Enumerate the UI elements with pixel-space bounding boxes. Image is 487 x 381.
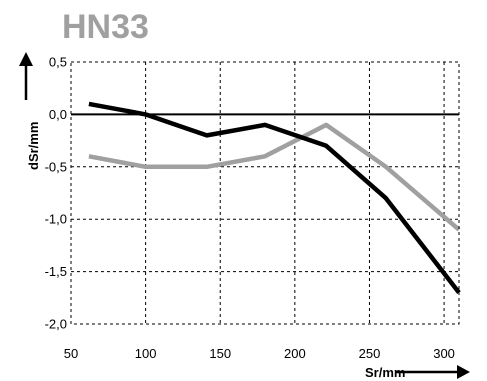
x-tick-label: 200: [284, 346, 306, 361]
x-tick-label: 50: [64, 346, 78, 361]
y-tick-label: -0,5: [45, 159, 67, 174]
series-line-1: [88, 101, 461, 294]
y-axis-label: dSr/mm: [26, 122, 41, 170]
plot-frame: [70, 61, 460, 325]
grid: [71, 62, 459, 324]
series-line-2: [88, 122, 461, 232]
y-tick-label: 0,0: [49, 107, 67, 122]
x-tick-labels: 50 100 150 200 250 300: [64, 346, 455, 361]
y-axis-arrowhead: [19, 52, 33, 66]
x-tick-label: 300: [433, 346, 455, 361]
y-tick-labels: 0,5 0,0 -0,5 -1,0 -1,5 -2,0: [45, 55, 67, 332]
x-tick-label: 150: [209, 346, 231, 361]
chart-title: HN33: [62, 8, 149, 46]
series-lines: [88, 101, 461, 294]
x-tick-label: 100: [135, 346, 157, 361]
y-tick-label: -1,0: [45, 212, 67, 227]
y-tick-label: -1,5: [45, 264, 67, 279]
y-tick-label: -2,0: [45, 317, 67, 332]
plot-border: [70, 61, 460, 325]
y-tick-label: 0,5: [49, 55, 67, 70]
x-tick-label: 250: [359, 346, 381, 361]
x-axis-arrowhead: [457, 365, 470, 379]
x-axis-label: Sr/mm: [365, 365, 405, 380]
